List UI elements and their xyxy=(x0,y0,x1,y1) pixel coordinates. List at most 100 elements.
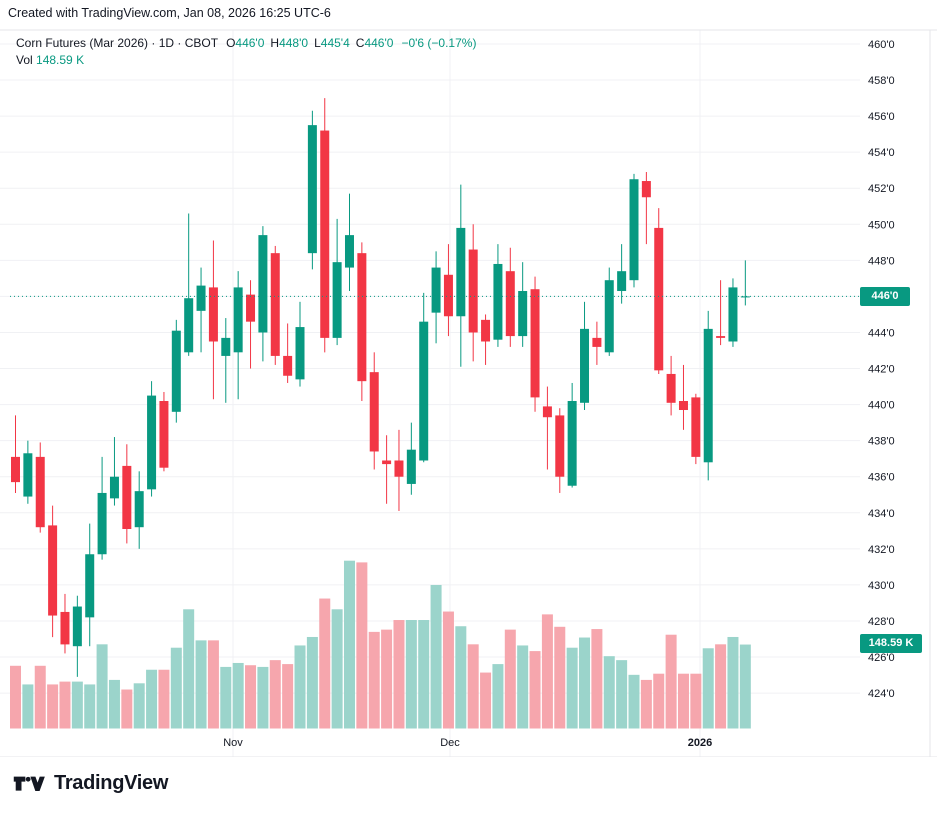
volume-bar xyxy=(269,660,281,729)
candle-body xyxy=(678,400,688,411)
candle-body xyxy=(320,130,330,338)
close-value: 446'0 xyxy=(364,36,394,50)
time-axis-label-2026[interactable]: 2026 xyxy=(687,737,713,749)
volume-bar xyxy=(467,644,479,729)
time-axis-label-nov[interactable]: Nov xyxy=(223,737,243,749)
volume-bar xyxy=(480,672,492,729)
candle-body xyxy=(283,355,293,376)
candle-body xyxy=(134,491,144,528)
candle-body xyxy=(258,235,268,333)
volume-bar xyxy=(603,656,615,729)
chart-legend: Corn Futures (Mar 2026) · 1D · CBOT O446'… xyxy=(16,35,476,69)
candle-body xyxy=(122,465,132,530)
candle-body xyxy=(728,287,738,342)
watermark-text: Created with TradingView.com, Jan 08, 20… xyxy=(8,6,331,20)
volume-bar xyxy=(442,611,454,729)
volume-bar xyxy=(170,647,182,729)
price-axis-label: 460'0 xyxy=(868,39,895,51)
volume-bar xyxy=(207,640,219,729)
volume-bar xyxy=(591,629,603,729)
price-axis-label: 442'0 xyxy=(868,364,895,376)
volume-bar xyxy=(232,662,244,729)
volume-bar xyxy=(616,660,628,729)
high-label: H xyxy=(270,36,280,50)
candle-body xyxy=(72,606,82,647)
candle-body xyxy=(641,181,651,198)
candle-body xyxy=(208,287,218,342)
candle-body xyxy=(382,460,392,465)
price-scale[interactable]: 424'0 426'0 428'0 430'0 432'0 434'0 436'0 438'0… xyxy=(868,39,895,700)
candle-body xyxy=(431,267,441,313)
volume-layer xyxy=(10,560,751,729)
low-value: 445'4 xyxy=(320,36,350,50)
price-axis-label: 448'0 xyxy=(868,255,895,267)
tradingview-logo-link[interactable]: TradingView xyxy=(13,772,168,795)
volume-bar xyxy=(529,651,541,729)
volume-bar xyxy=(195,640,207,729)
candle-body xyxy=(542,406,552,418)
volume-bar xyxy=(331,609,343,729)
candle-body xyxy=(394,460,404,477)
volume-bar xyxy=(96,644,108,729)
volume-bar xyxy=(455,626,467,729)
candle-body xyxy=(147,395,157,490)
last-price-badge: 446'0 xyxy=(860,287,910,306)
chart-canvas[interactable]: 424'0 426'0 428'0 430'0 432'0 434'0 436'0 438'0… xyxy=(0,0,937,760)
candle-body xyxy=(691,397,701,457)
price-axis-label: 430'0 xyxy=(868,580,895,592)
volume-bar xyxy=(504,629,516,729)
volume-bar xyxy=(34,665,46,729)
candle-body xyxy=(493,263,503,340)
candle-body xyxy=(716,336,726,338)
volume-bar xyxy=(727,636,739,729)
price-axis-label: 456'0 xyxy=(868,111,895,123)
volume-bar xyxy=(71,681,83,729)
volume-bar xyxy=(677,673,689,729)
volume-bar xyxy=(566,647,578,729)
candles-layer[interactable] xyxy=(11,98,750,677)
volume-bar xyxy=(59,681,71,729)
candle-body xyxy=(740,296,750,298)
candle-body xyxy=(468,249,478,333)
high-value: 448'0 xyxy=(279,36,309,50)
volume-bar xyxy=(245,665,257,729)
volume-bar xyxy=(690,673,702,729)
price-axis-label: 452'0 xyxy=(868,183,895,195)
volume-bar xyxy=(220,666,232,729)
candle-body xyxy=(580,328,590,403)
volume-bar xyxy=(541,614,553,729)
candle-body xyxy=(221,337,231,356)
price-axis-label: 444'0 xyxy=(868,327,895,339)
volume-bar xyxy=(554,626,566,729)
volume-bar xyxy=(715,644,727,729)
candle-body xyxy=(332,262,342,338)
candle-body xyxy=(592,337,602,347)
candle-body xyxy=(481,319,491,342)
price-axis-label: 438'0 xyxy=(868,436,895,448)
open-label: O xyxy=(226,36,236,50)
volume-bar xyxy=(183,609,195,729)
volume-bar xyxy=(146,669,158,729)
candle-body xyxy=(97,492,107,555)
time-axis-label-dec[interactable]: Dec xyxy=(440,737,460,749)
candle-body xyxy=(567,400,577,486)
candle-body xyxy=(654,227,664,371)
volume-bar xyxy=(418,620,430,729)
price-axis-label: 454'0 xyxy=(868,147,895,159)
volume-bar xyxy=(739,644,751,729)
candle-body xyxy=(666,373,676,403)
candle-body xyxy=(270,253,280,356)
candle-body xyxy=(629,179,639,281)
price-axis-label: 424'0 xyxy=(868,688,895,700)
price-axis-label: 428'0 xyxy=(868,616,895,628)
close-label: C xyxy=(355,36,365,50)
volume-bar xyxy=(294,645,306,729)
candle-body xyxy=(85,554,95,618)
candle-body xyxy=(60,611,70,645)
price-axis-label: 450'0 xyxy=(868,219,895,231)
candle-body xyxy=(246,294,256,322)
volume-bar xyxy=(356,562,368,729)
candle-body xyxy=(35,456,45,528)
volume-bar xyxy=(282,664,294,729)
